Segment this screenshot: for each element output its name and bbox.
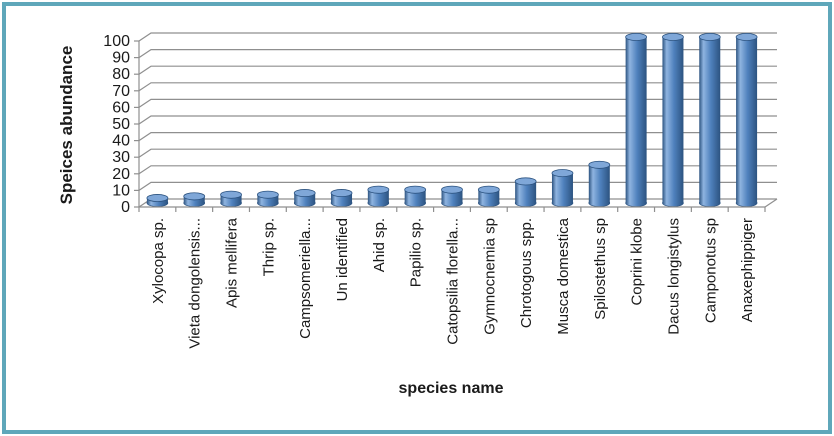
category-label: Campsomeriella... [297,218,314,339]
bar-cylinder-body [294,193,316,203]
category-label: Camponotus sp [702,218,719,323]
y-tick-label: 80 [112,66,130,83]
floor-right-edge [764,198,778,208]
gridline [138,65,777,75]
species-abundance-chart: 0 10 20 30 40 50 60 70 80 90 100 Xylocopa sp. Vieta … [6,6,828,430]
category-label: Thrip sp. [260,218,277,276]
bar-cylinder-body [257,194,279,203]
category-label: Vieta dongolensis... [187,218,204,349]
bar-cylinder-top [625,32,648,41]
bar-cylinder-top [477,185,500,194]
x-axis-title: species name [398,380,504,397]
y-tick-label: 40 [112,133,130,150]
bar-cylinder-top [220,190,242,199]
bar-cylinder-top [588,160,611,169]
category-label: Apis mellifera [224,217,241,308]
category-label: Catopsilia florella... [445,218,462,345]
category-label: Spilostethus sp [592,218,609,320]
category-label: Papilio sp. [408,218,425,287]
bar-cylinder-top [441,185,463,194]
bar-cylinder-top [183,192,206,201]
y-tick-label: 60 [112,99,130,116]
y-tick-label: 70 [112,83,130,100]
y-tick-label: 10 [112,182,130,199]
bar-cylinder-top [367,185,390,194]
bar-cylinder-body [588,164,610,203]
y-tick-label: 100 [103,33,130,50]
gridline [138,115,777,125]
category-label: Gymnocnemia sp [481,218,498,335]
category-label: Musca domestica [555,217,572,334]
bar-cylinder-top [551,169,574,178]
bar-cylinder-body [220,194,242,203]
gridline [138,98,777,108]
bar-cylinder-body [551,173,573,203]
bar-cylinder-top [404,185,427,194]
y-tick-label: 90 [112,50,130,67]
category-label: Coprini klobe [629,218,646,306]
bar-cylinder-body [699,37,721,203]
y-axis-title: Speices abundance [57,45,76,205]
gridline [138,131,777,142]
bar-cylinder-top [662,32,684,41]
category-label: Xylocopa sp. [150,218,167,304]
bar-cylinder-top [146,194,169,203]
category-label: Chrotogous spp. [518,218,535,328]
bar-cylinder-body [515,181,537,203]
category-label: Dacus longistylus [665,218,682,335]
y-tick-label: 20 [112,166,130,183]
bar-cylinder-top [330,189,353,198]
bar-cylinder-body [662,37,684,203]
bar-cylinder-top [735,32,758,41]
category-label: Anaxephippiger [739,218,756,322]
category-label: Un identified [334,218,351,301]
bar-cylinder-top [698,32,721,41]
gridline [138,165,777,175]
y-tick-label: 30 [112,149,130,166]
bar-cylinder-body [736,37,758,203]
bar-cylinder-top [256,190,279,199]
y-tick-label: 0 [121,199,130,216]
bar-cylinder-body [625,37,647,203]
gridline [138,32,777,42]
category-label: Ahid sp. [371,218,388,272]
gridline [138,48,777,59]
bar-cylinder-body [331,193,353,203]
bar-cylinder-top [514,177,537,186]
y-tick-label: 50 [112,116,130,133]
gridline [138,148,777,158]
gridline [138,82,777,92]
bar-cylinder-top [293,189,316,198]
